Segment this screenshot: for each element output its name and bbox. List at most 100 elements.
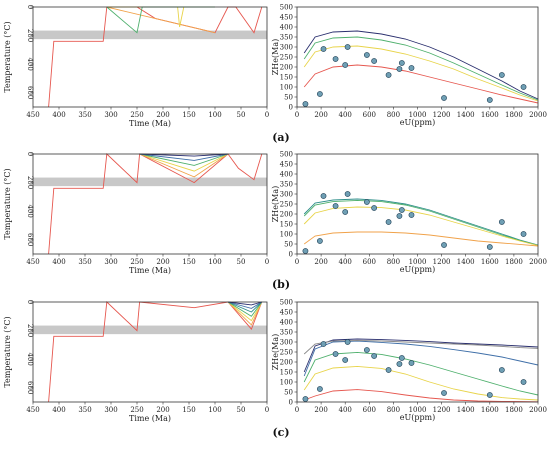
x-tick-label: 200 <box>156 258 169 266</box>
observed-point <box>332 351 339 357</box>
observed-point <box>332 203 339 209</box>
x-tick-label: 1200 <box>433 406 451 414</box>
model-curve-yellow <box>303 365 539 401</box>
x-tick-label: 150 <box>182 258 195 266</box>
y-tick-label: 400 <box>280 23 293 31</box>
model-curve-navy <box>303 338 539 373</box>
observed-point <box>316 238 323 244</box>
history-path-red <box>48 153 263 255</box>
observed-point <box>320 46 327 52</box>
plot-frame <box>296 153 539 255</box>
x-tick-label: 800 <box>387 258 400 266</box>
y-tick-label: 250 <box>280 348 293 356</box>
observed-point <box>371 353 378 359</box>
x-tick-label: 250 <box>130 406 143 414</box>
y-axis-label: ZHe(Ma) <box>271 186 280 222</box>
y-tick-label: 500 <box>280 150 293 158</box>
partial-retention-band <box>33 177 267 187</box>
observed-point <box>316 91 323 97</box>
y-tick-label: 600 <box>26 381 34 394</box>
observed-point <box>320 341 327 347</box>
x-tick-label: 0 <box>265 258 269 266</box>
x-tick-label: 1000 <box>409 258 427 266</box>
x-tick-label: 0 <box>295 406 299 414</box>
y-tick-label: 0 <box>26 300 34 304</box>
x-tick-label: 1400 <box>457 406 475 414</box>
y-tick-label: 500 <box>280 298 293 306</box>
y-tick-label: 100 <box>280 83 293 91</box>
history-path-orange <box>139 153 229 178</box>
x-tick-label: 50 <box>237 406 246 414</box>
x-axis-label: eU(ppm) <box>400 265 436 274</box>
y-axis-label: ZHe(Ma) <box>271 334 280 370</box>
y-tick-label: 50 <box>284 240 293 248</box>
observed-point <box>385 219 392 225</box>
x-tick-label: 400 <box>52 111 65 119</box>
thermal-history-plot: 450 400 350 300 250 200 150 100 50 0 0 200 400 600 Tim… <box>3 5 269 128</box>
observed-point <box>486 244 493 250</box>
y-tick-label: 400 <box>26 352 34 365</box>
x-tick-label: 50 <box>237 258 246 266</box>
model-curve-red <box>304 389 539 403</box>
observed-point <box>342 209 349 215</box>
x-tick-label: 1200 <box>433 111 451 119</box>
x-tick-label: 200 <box>156 111 169 119</box>
y-tick-label: 50 <box>284 388 293 396</box>
y-tick-label: 150 <box>280 368 293 376</box>
observed-point <box>396 361 403 367</box>
model-curve-green <box>303 36 539 101</box>
observed-point <box>342 357 349 363</box>
y-tick-label: 350 <box>280 180 293 188</box>
x-tick-label: 600 <box>363 258 376 266</box>
y-tick-label: 400 <box>26 57 34 70</box>
x-axis-label: eU(ppm) <box>400 413 436 422</box>
history-path-red <box>48 6 263 108</box>
x-tick-label: 1000 <box>409 406 427 414</box>
x-tick-label: 400 <box>339 111 352 119</box>
y-tick-label: 150 <box>280 73 293 81</box>
y-tick-label: 200 <box>26 29 34 42</box>
panel-1: 450 400 350 300 250 200 150 100 50 00200400600Tim… <box>3 3 547 144</box>
observed-point <box>344 339 351 345</box>
x-tick-label: 100 <box>208 258 221 266</box>
y-tick-label: 0 <box>26 152 34 156</box>
model-curve-gray <box>303 339 539 355</box>
observed-point <box>363 199 370 205</box>
observed-point <box>441 95 447 101</box>
observed-point <box>344 191 351 197</box>
y-tick-label: 0 <box>289 398 293 406</box>
x-tick-label: 1800 <box>505 406 523 414</box>
x-tick-label: 200 <box>314 111 327 119</box>
plot-frame <box>32 6 268 108</box>
y-axis-label: Temperature (°C) <box>3 21 12 92</box>
y-tick-label: 200 <box>26 176 34 189</box>
history-path-red <box>48 301 263 403</box>
y-tick-label: 0 <box>26 5 34 9</box>
observed-point <box>520 379 527 385</box>
observed-point <box>344 44 351 50</box>
y-tick-label: 300 <box>280 190 293 198</box>
x-tick-label: 250 <box>130 258 143 266</box>
observed-point <box>385 367 392 373</box>
observed-point <box>486 97 493 103</box>
x-tick-label: 450 <box>26 406 39 414</box>
y-tick-label: 400 <box>280 170 293 178</box>
y-tick-label: 200 <box>280 358 293 366</box>
observed-point <box>441 390 447 396</box>
x-tick-label: 0 <box>295 258 299 266</box>
model-curve-green <box>303 199 539 246</box>
observed-point <box>363 52 370 58</box>
x-tick-label: 1000 <box>409 111 427 119</box>
y-tick-label: 150 <box>280 220 293 228</box>
observed-point <box>302 248 309 254</box>
x-axis-label: eU(ppm) <box>400 118 436 127</box>
model-curve-yellow <box>303 206 539 247</box>
x-tick-label: 800 <box>387 406 400 414</box>
x-tick-label: 1800 <box>505 258 523 266</box>
y-tick-label: 300 <box>280 338 293 346</box>
zhe-eu-plot: 0 200 400 600 800 1000 1200 1400 1600 1800 2000 0 50… <box>271 3 547 127</box>
x-tick-label: 50 <box>237 111 246 119</box>
observed-point <box>398 60 405 66</box>
panel-label: (a) <box>272 131 290 144</box>
y-tick-label: 400 <box>280 318 293 326</box>
